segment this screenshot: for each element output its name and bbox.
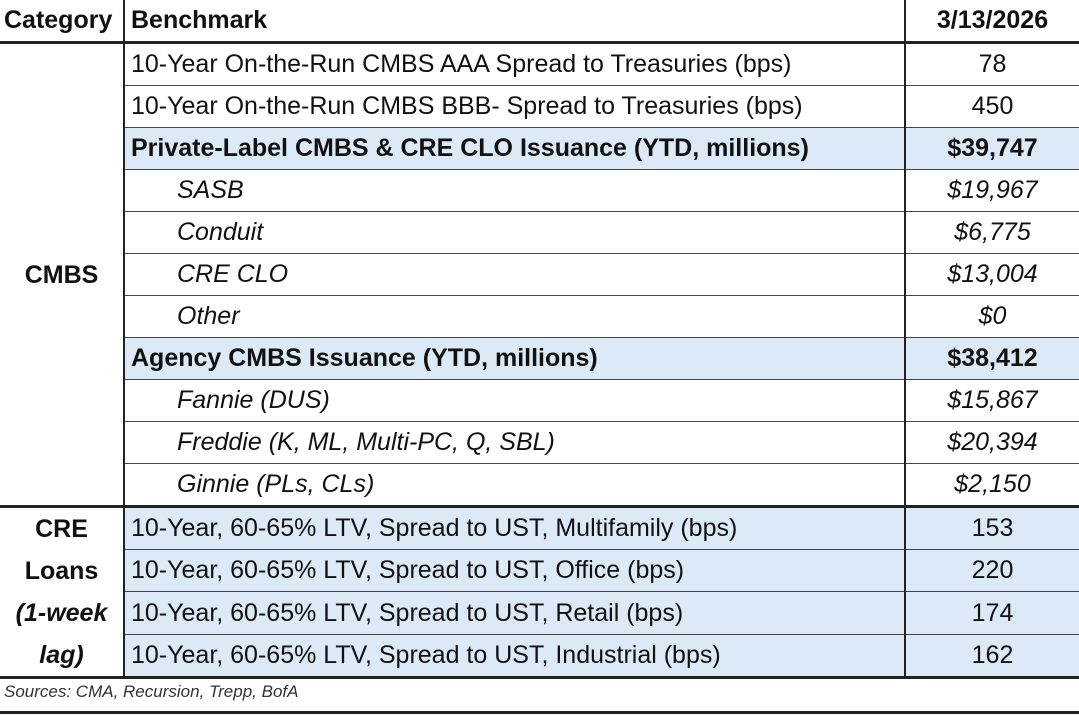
table-row-subtotal: Agency CMBS Issuance (YTD, millions) $38… [0, 337, 1079, 380]
bottom-rule [0, 711, 1079, 714]
benchmark-label: Freddie (K, ML, Multi-PC, Q, SBL) [124, 421, 906, 464]
table-row: 10-Year, 60-65% LTV, Spread to UST, Reta… [0, 591, 1079, 635]
table-row-subtotal: Private-Label CMBS & CRE CLO Issuance (Y… [0, 127, 1079, 170]
header-date: 3/13/2026 [905, 0, 1079, 44]
benchmark-value: $6,775 [905, 211, 1079, 254]
category-cre-loans: CRE Loans (1-week lag) [0, 506, 125, 679]
benchmark-value: 162 [905, 634, 1079, 680]
benchmark-label: Fannie (DUS) [124, 379, 906, 422]
benchmark-value: 174 [905, 591, 1079, 635]
benchmark-value: $38,412 [905, 337, 1079, 380]
table-row: CMBS 10-Year On-the-Run CMBS AAA Spread … [0, 42, 1079, 508]
category-line: CRE [35, 515, 88, 543]
benchmark-value: $15,867 [905, 379, 1079, 422]
table-row: Ginnie (PLs, CLs) $2,150 [0, 463, 1079, 508]
table-row: Fannie (DUS) $15,867 [0, 379, 1079, 422]
benchmark-value: $39,747 [905, 127, 1079, 170]
sources-note: Sources: CMA, Recursion, Trepp, BofA [4, 682, 299, 701]
table-row: CRE CLO $13,004 [0, 253, 1079, 296]
table-row: 10-Year, 60-65% LTV, Spread to UST, Offi… [0, 549, 1079, 593]
benchmark-label: 10-Year, 60-65% LTV, Spread to UST, Offi… [124, 549, 906, 593]
benchmark-label: CRE CLO [124, 253, 906, 296]
benchmark-value: $2,150 [905, 463, 1079, 508]
benchmark-value: 450 [905, 85, 1079, 128]
table-row: Other $0 [0, 295, 1079, 338]
benchmark-label: Private-Label CMBS & CRE CLO Issuance (Y… [124, 127, 906, 170]
benchmark-label: Other [124, 295, 906, 338]
table-row: 10-Year On-the-Run CMBS BBB- Spread to T… [0, 85, 1079, 128]
benchmark-label: Conduit [124, 211, 906, 254]
header-benchmark: Benchmark [124, 0, 906, 44]
benchmark-label: SASB [124, 169, 906, 212]
benchmark-value: $19,967 [905, 169, 1079, 212]
category-line: Loans [24, 557, 99, 585]
table-row: 10-Year, 60-65% LTV, Spread to UST, Indu… [0, 634, 1079, 680]
benchmark-label: 10-Year, 60-65% LTV, Spread to UST, Mult… [124, 506, 906, 551]
category-line: (1-week [15, 599, 108, 627]
benchmark-value: $0 [905, 295, 1079, 338]
table-row: Conduit $6,775 [0, 211, 1079, 254]
benchmark-label: 10-Year, 60-65% LTV, Spread to UST, Reta… [124, 591, 906, 635]
benchmark-table: Category Benchmark 3/13/2026 CMBS 10-Yea… [0, 0, 1079, 680]
benchmark-value: $20,394 [905, 421, 1079, 464]
benchmark-value: $13,004 [905, 253, 1079, 296]
table-row: CRE Loans (1-week lag) 10-Year, 60-65% L… [0, 506, 1079, 679]
benchmark-label: Ginnie (PLs, CLs) [124, 463, 906, 508]
benchmark-value: 220 [905, 549, 1079, 593]
category-cmbs: CMBS [0, 42, 125, 508]
table-row: Freddie (K, ML, Multi-PC, Q, SBL) $20,39… [0, 421, 1079, 464]
benchmark-label: 10-Year On-the-Run CMBS BBB- Spread to T… [124, 85, 906, 128]
benchmark-value: 153 [905, 506, 1079, 551]
benchmark-label: 10-Year On-the-Run CMBS AAA Spread to Tr… [124, 42, 906, 86]
benchmark-label: Agency CMBS Issuance (YTD, millions) [124, 337, 906, 380]
category-line: lag) [39, 641, 84, 669]
header-category: Category [0, 0, 125, 44]
table-row: SASB $19,967 [0, 169, 1079, 212]
benchmark-value: 78 [905, 42, 1079, 86]
benchmark-label: 10-Year, 60-65% LTV, Spread to UST, Indu… [124, 634, 906, 680]
header-row: Category Benchmark 3/13/2026 [0, 0, 1079, 44]
